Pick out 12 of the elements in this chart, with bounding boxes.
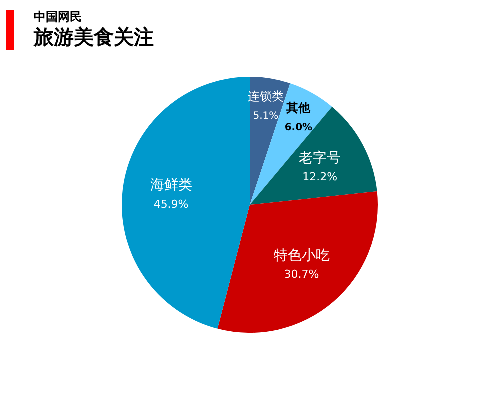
- data-label: 12.2%: [302, 170, 338, 184]
- slice-label: 连锁类: [248, 90, 284, 104]
- data-label: 6.0%: [284, 122, 313, 134]
- slice-label: 其他: [286, 100, 312, 115]
- data-label: 30.7%: [284, 268, 320, 282]
- slice-label: 海鲜类: [150, 178, 192, 194]
- slice-label: 老字号: [299, 150, 342, 166]
- chart-subtitle: 中国网民: [34, 10, 83, 24]
- data-label: 45.9%: [154, 198, 189, 211]
- chart-title: 旅游美食关注: [34, 24, 154, 50]
- data-label: 5.1%: [253, 111, 279, 122]
- slice-label: 特色小吃: [274, 248, 330, 264]
